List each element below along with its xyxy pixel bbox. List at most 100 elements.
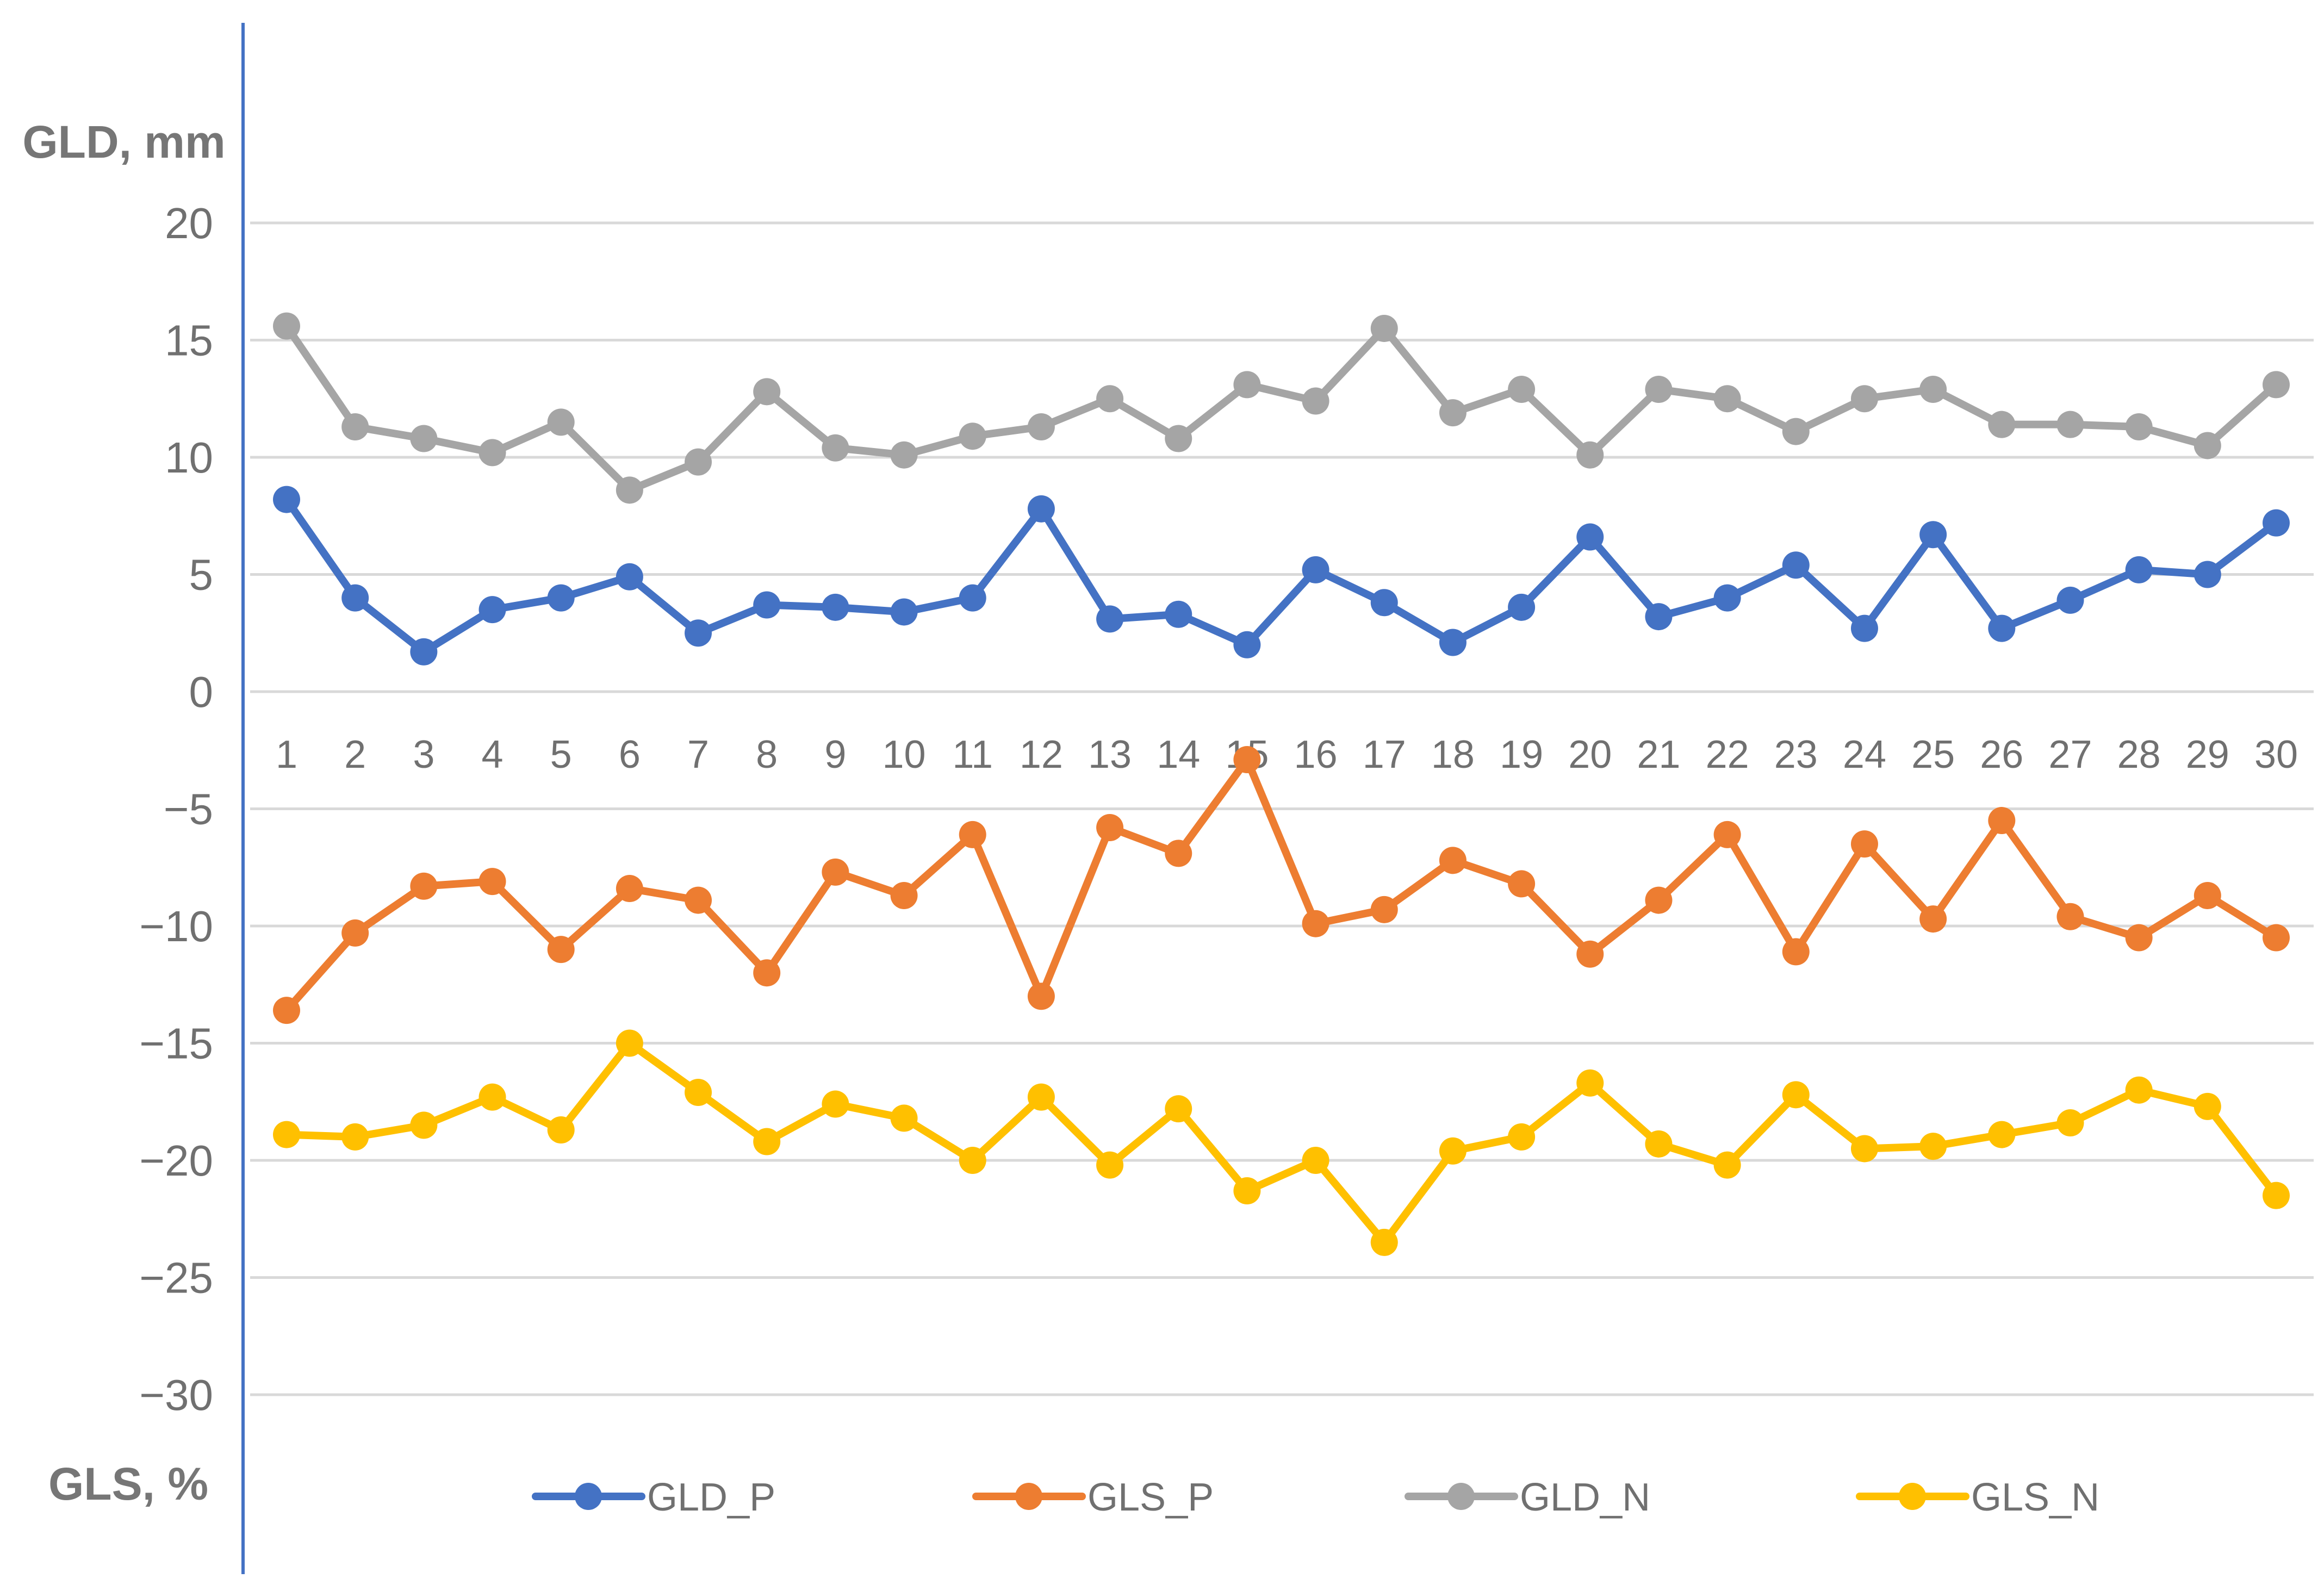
data-point: [1439, 847, 1467, 874]
legend-label: GLD_N: [1520, 1476, 1650, 1519]
data-point: [1096, 813, 1124, 841]
legend: GLD_P GLS_P GLD_N GLS_N: [532, 1476, 2099, 1519]
data-point: [1782, 418, 1810, 445]
data-point: [1645, 886, 1673, 914]
x-tick-label: 9: [824, 733, 846, 776]
x-tick-label: 1: [276, 733, 297, 776]
data-point: [1645, 376, 1673, 403]
data-point: [2193, 1092, 2221, 1120]
data-point: [273, 312, 300, 340]
data-point: [410, 1111, 438, 1139]
data-point: [341, 584, 369, 612]
legend-marker: [575, 1483, 602, 1510]
data-point: [1576, 441, 1604, 469]
x-tick-label: 28: [2117, 733, 2161, 776]
data-point: [822, 1090, 849, 1118]
legend-label: GLD_P: [647, 1476, 775, 1519]
series-GLD_N: [273, 312, 2290, 504]
data-point: [1302, 910, 1329, 937]
legend-item: GLS_N: [1856, 1476, 2099, 1519]
data-point: [1713, 584, 1741, 612]
data-point: [341, 1123, 369, 1151]
data-point: [1096, 385, 1124, 413]
y-tick-label: −15: [139, 1020, 213, 1068]
data-point: [2125, 556, 2153, 583]
data-point: [890, 598, 918, 626]
x-tick-label: 25: [1911, 733, 1955, 776]
data-point: [1233, 1177, 1261, 1205]
data-point: [273, 997, 300, 1024]
data-point: [1919, 521, 1947, 549]
data-point: [547, 936, 575, 964]
data-point: [1508, 870, 1536, 898]
data-point: [685, 886, 712, 914]
legend-label: GLS_P: [1088, 1476, 1214, 1519]
data-point: [1370, 1228, 1398, 1256]
x-tick-label: 10: [883, 733, 926, 776]
x-tick-label: 14: [1157, 733, 1200, 776]
data-point: [1508, 593, 1536, 621]
x-tick-label: 22: [1706, 733, 1749, 776]
x-tick-label: 30: [2254, 733, 2298, 776]
y-axis-label-top: GLD, mm: [22, 116, 225, 167]
series-GLD_P: [273, 486, 2290, 666]
data-point: [685, 619, 712, 647]
data-point: [1645, 603, 1673, 631]
data-point: [1096, 1151, 1124, 1179]
data-point: [2056, 586, 2084, 614]
x-tick-label: 4: [481, 733, 503, 776]
data-point: [1027, 983, 1055, 1010]
y-tick-label: −30: [139, 1371, 213, 1419]
data-point: [959, 584, 986, 612]
y-tick-label: −25: [139, 1254, 213, 1302]
data-point: [616, 563, 643, 591]
data-point: [1096, 605, 1124, 633]
data-point: [479, 868, 506, 896]
data-point: [341, 413, 369, 440]
data-point: [341, 919, 369, 947]
data-point: [1782, 938, 1810, 966]
data-point: [1233, 631, 1261, 658]
data-point: [753, 378, 781, 406]
x-tick-label: 23: [1774, 733, 1818, 776]
legend-item: GLD_N: [1405, 1476, 1650, 1519]
x-tick-label: 24: [1843, 733, 1886, 776]
y-tick-label: 0: [189, 668, 214, 716]
data-point: [1782, 1081, 1810, 1109]
data-point: [547, 1116, 575, 1143]
x-tick-label: 12: [1020, 733, 1063, 776]
x-tick-label: 7: [687, 733, 709, 776]
legend-label: GLS_N: [1971, 1476, 2099, 1519]
data-point: [1988, 1121, 2016, 1148]
x-tick-label: 17: [1363, 733, 1406, 776]
data-point: [1988, 411, 2016, 438]
legend-marker: [1447, 1483, 1475, 1510]
data-point: [753, 591, 781, 619]
data-point: [959, 422, 986, 450]
data-point: [1576, 940, 1604, 968]
data-point: [1988, 614, 2016, 642]
data-point: [822, 434, 849, 462]
data-point: [2125, 413, 2153, 440]
data-point: [753, 959, 781, 987]
data-point: [2125, 924, 2153, 952]
x-tick-label: 19: [1500, 733, 1543, 776]
data-point: [890, 1104, 918, 1132]
data-point: [1370, 896, 1398, 923]
y-tick-label: −5: [164, 785, 213, 834]
data-point: [1165, 600, 1192, 628]
data-point: [959, 1147, 986, 1174]
x-tick-label: 5: [550, 733, 572, 776]
data-point: [890, 441, 918, 469]
data-point: [753, 1128, 781, 1155]
data-point: [1302, 556, 1329, 583]
data-point: [273, 486, 300, 513]
data-point: [1508, 376, 1536, 403]
x-tick-label: 11: [952, 733, 993, 776]
data-point: [1233, 371, 1261, 399]
data-point: [685, 448, 712, 476]
y-tick-label: −20: [139, 1136, 213, 1185]
data-point: [479, 1083, 506, 1111]
data-point: [685, 1079, 712, 1107]
data-point: [1165, 1095, 1192, 1123]
